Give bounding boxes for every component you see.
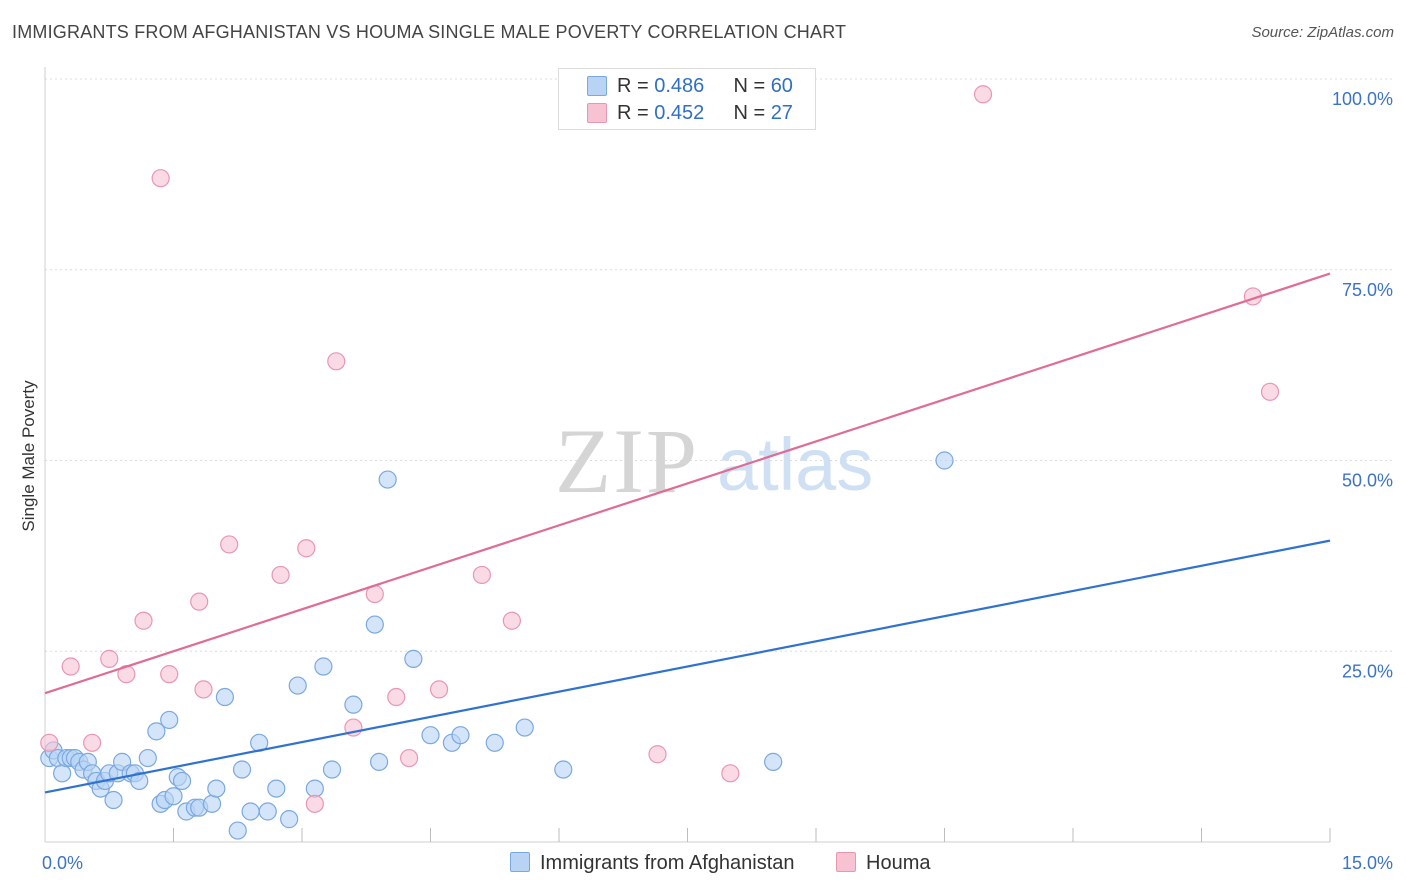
point-houma [40, 733, 59, 752]
point-houma [502, 611, 521, 630]
point-houma [61, 657, 80, 676]
legend-r-value: 0.486 [654, 75, 705, 97]
point-houma [973, 85, 993, 104]
point-houma [472, 565, 491, 585]
legend-n-value: 27 [770, 102, 793, 124]
point-afghanistan [232, 760, 252, 779]
point-afghanistan [53, 764, 72, 783]
series-swatch-pink [836, 852, 856, 872]
point-afghanistan [207, 779, 226, 798]
y-tick-label: 75.0% [1342, 280, 1393, 300]
point-afghanistan [164, 787, 183, 806]
point-afghanistan [554, 760, 573, 779]
source-label: Source: ZipAtlas.com [1251, 24, 1394, 41]
point-afghanistan [451, 726, 470, 745]
legend-swatch-pink [587, 103, 607, 123]
point-afghanistan [515, 718, 534, 737]
point-houma [387, 687, 406, 707]
series-name-houma: Houma [866, 852, 931, 874]
chart-title: IMMIGRANTS FROM AFGHANISTAN VS HOUMA SIN… [12, 22, 847, 42]
point-afghanistan [267, 779, 286, 798]
x-tick-label: 0.0% [42, 853, 83, 873]
point-houma [648, 745, 667, 764]
point-afghanistan [764, 752, 783, 771]
point-houma [83, 733, 102, 752]
legend-n-label: N = [733, 102, 771, 124]
point-houma [327, 352, 346, 371]
point-afghanistan [344, 695, 363, 714]
point-afghanistan [130, 771, 149, 791]
point-afghanistan [104, 790, 123, 810]
y-tick-label: 100.0% [1332, 89, 1393, 109]
point-afghanistan [404, 649, 423, 668]
trend-layer [44, 272, 1331, 794]
watermark: ZIP atlas [555, 410, 873, 512]
point-afghanistan [138, 748, 157, 768]
watermark-zip: ZIP [555, 410, 699, 512]
point-afghanistan [215, 687, 234, 707]
legend-n-value: 60 [770, 75, 793, 97]
series-swatch-blue [510, 852, 530, 872]
point-afghanistan [202, 794, 222, 813]
legend-r-label: R = [617, 75, 655, 97]
point-afghanistan [365, 615, 384, 634]
point-afghanistan [228, 821, 247, 840]
point-houma [271, 565, 290, 585]
point-afghanistan [258, 802, 277, 821]
point-houma [399, 748, 419, 768]
y-axis-label: Single Male Poverty [19, 380, 38, 532]
point-houma [220, 535, 239, 554]
point-houma [190, 592, 209, 611]
point-houma [160, 665, 179, 684]
point-houma [151, 169, 170, 188]
axes-layer [44, 67, 1331, 843]
points-layer [40, 85, 1280, 840]
point-afghanistan [172, 771, 192, 791]
point-afghanistan [370, 752, 389, 771]
point-houma [1260, 382, 1280, 401]
stats-legend: R = 0.486 N = 60 R = 0.452 N = 27 [558, 68, 816, 130]
legend-r-value: 0.452 [654, 102, 705, 124]
point-houma [297, 539, 316, 558]
x-tick-label: 15.0% [1342, 853, 1393, 873]
watermark-atlas: atlas [717, 423, 873, 506]
point-afghanistan [288, 676, 307, 695]
ticks-layer: 25.0% 50.0% 75.0% 100.0% 0.0% 15.0% [42, 89, 1393, 873]
point-afghanistan [421, 726, 440, 745]
point-afghanistan [241, 802, 260, 821]
trend-line-houma [44, 272, 1331, 695]
point-afghanistan [378, 470, 397, 489]
y-tick-label: 25.0% [1342, 661, 1393, 681]
point-afghanistan [160, 710, 179, 730]
y-tick-label: 50.0% [1342, 471, 1393, 491]
point-afghanistan [485, 733, 504, 752]
point-afghanistan [280, 810, 299, 829]
point-houma [100, 649, 119, 668]
point-houma [305, 794, 324, 813]
point-afghanistan [322, 760, 342, 779]
series-name-afghanistan: Immigrants from Afghanistan [540, 852, 795, 874]
point-afghanistan [147, 722, 166, 741]
point-afghanistan [935, 451, 954, 470]
point-afghanistan [305, 779, 324, 798]
point-houma [194, 680, 213, 699]
point-houma [721, 764, 740, 783]
point-houma [429, 680, 449, 699]
trend-line-afghanistan [44, 539, 1331, 794]
legend-swatch-blue [587, 76, 607, 96]
point-houma [134, 611, 153, 630]
legend-n-label: N = [733, 75, 771, 97]
legend-row-pink: R = 0.452 N = 27 [617, 102, 793, 125]
legend-r-label: R = [617, 102, 655, 124]
legend-row-blue: R = 0.486 N = 60 [617, 75, 793, 98]
grid-layer [45, 78, 1392, 652]
point-afghanistan [314, 657, 333, 676]
